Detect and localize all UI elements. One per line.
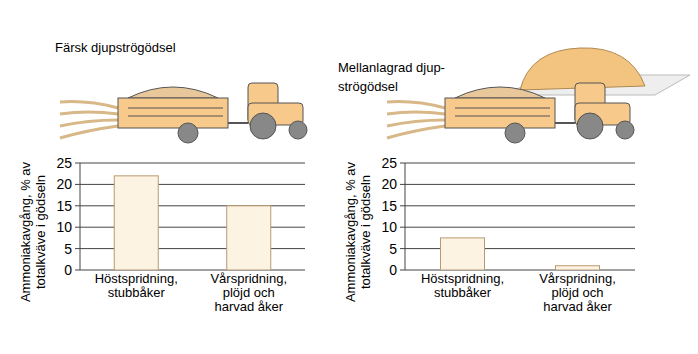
spray (387, 112, 445, 114)
wheel (577, 113, 603, 139)
tick-mark (75, 163, 80, 164)
chart-panel: Färsk djupströgödsel 0 5 10 15 20 25 Ammoniakav… (18, 40, 307, 314)
grid-line (405, 163, 635, 164)
spray (60, 112, 118, 114)
spray (60, 102, 118, 108)
text-line: Höstspridning, (95, 271, 178, 286)
bars (114, 176, 271, 270)
tick-label: 0 (389, 262, 397, 278)
spreader-rail (128, 108, 223, 109)
tick-label: 25 (381, 155, 397, 171)
tick-mark (400, 270, 405, 271)
text-line: totalkväve i gödseln (33, 175, 48, 289)
bar (227, 206, 271, 270)
text-line: stubbåker (108, 285, 166, 300)
chart-panel: Mellanlagrad djup-strögödsel 0 5 10 15 20 25 Am… (338, 48, 690, 314)
tick-mark (400, 248, 405, 249)
text-line: plöjd och (551, 285, 603, 300)
chart-title: Färsk djupströgödsel (55, 40, 176, 55)
y-axis-label: Ammoniakavgång, % avtotalkväve i gödseln (18, 161, 48, 302)
wheel (505, 123, 525, 143)
category-label: Höstspridning,stubbåker (421, 271, 504, 300)
text-line: strögödsel (338, 79, 398, 94)
text-line: plöjd och (223, 285, 275, 300)
spreader-rail (455, 116, 550, 117)
bar (441, 238, 485, 270)
spreader-rail (455, 108, 550, 109)
grid-line (405, 205, 635, 206)
text-line: totalkväve i gödseln (358, 175, 373, 289)
y-axis-label: Ammoniakavgång, % avtotalkväve i gödseln (343, 161, 373, 302)
category-label: Vårspridning,plöjd ochharvad åker (539, 271, 616, 314)
wheel (250, 113, 276, 139)
text-line: Mellanlagrad djup- (338, 60, 445, 75)
text-line: Höstspridning, (421, 271, 504, 286)
wheel (289, 121, 307, 139)
spray (60, 126, 118, 138)
text-line: Vårspridning, (210, 271, 287, 286)
text-line: harvad åker (214, 299, 283, 314)
text-line: harvad åker (543, 299, 612, 314)
text-line: stubbåker (434, 285, 492, 300)
spreader (118, 98, 228, 128)
spreader-rail (128, 116, 223, 117)
tick-label: 25 (56, 155, 72, 171)
grid-line (405, 248, 635, 249)
grid-line (80, 163, 305, 164)
bar (114, 176, 158, 270)
text-line: Vårspridning, (539, 271, 616, 286)
spray (387, 126, 445, 138)
chart-canvas: Färsk djupströgödsel 0 5 10 15 20 25 Ammoniakav… (0, 0, 698, 354)
tick-mark (75, 227, 80, 228)
hitch (228, 122, 248, 124)
y-label-group: Ammoniakavgång, % avtotalkväve i gödseln (343, 161, 373, 302)
tick-label: 10 (56, 219, 72, 235)
spray (387, 102, 445, 108)
bar (556, 266, 600, 270)
y-axis (80, 163, 81, 270)
chart-title: Mellanlagrad djup-strögödsel (338, 60, 445, 94)
tick-label: 5 (389, 241, 397, 257)
tick-mark (75, 248, 80, 249)
load (128, 87, 218, 98)
tick-mark (400, 227, 405, 228)
bars (441, 238, 600, 270)
tick-mark (75, 205, 80, 206)
load (455, 87, 545, 98)
hitch (555, 122, 575, 124)
y-axis (405, 163, 406, 270)
tick-label: 0 (64, 262, 72, 278)
tick-label: 20 (56, 176, 72, 192)
text-line: Färsk djupströgödsel (55, 40, 176, 55)
tick-mark (400, 184, 405, 185)
text-line: Ammoniakavgång, % av (18, 161, 33, 302)
text-line: Ammoniakavgång, % av (343, 161, 358, 302)
tick-label: 15 (381, 198, 397, 214)
tick-label: 10 (381, 219, 397, 235)
spray (60, 120, 118, 126)
tick-mark (75, 184, 80, 185)
spray (387, 120, 445, 126)
spreader (445, 98, 555, 128)
tick-mark (75, 270, 80, 271)
wheel (178, 123, 198, 143)
grid-line (405, 184, 635, 185)
category-label: Vårspridning,plöjd ochharvad åker (210, 271, 287, 314)
y-label-group: Ammoniakavgång, % avtotalkväve i gödseln (18, 161, 48, 302)
tick-mark (400, 163, 405, 164)
wheel (616, 121, 634, 139)
tick-label: 15 (56, 198, 72, 214)
grid-line (405, 227, 635, 228)
tick-label: 20 (381, 176, 397, 192)
tick-label: 5 (64, 241, 72, 257)
category-label: Höstspridning,stubbåker (95, 271, 178, 300)
tick-mark (400, 205, 405, 206)
